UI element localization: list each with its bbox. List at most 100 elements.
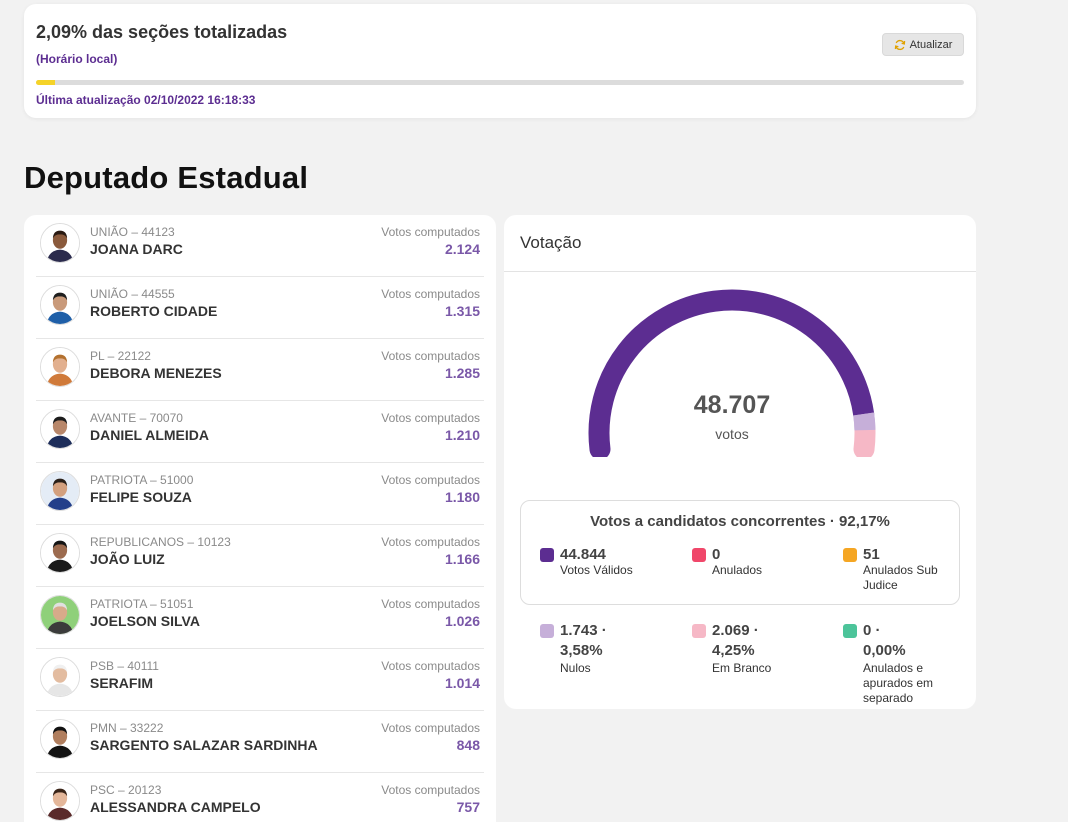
local-time-note: (Horário local)	[36, 52, 118, 66]
candidate-row[interactable]: REPUBLICANOS – 10123 JOÃO LUIZ Votos compu…	[36, 525, 484, 587]
candidate-votes: 757	[456, 799, 480, 815]
stat-label: Em Branco	[712, 661, 772, 675]
candidate-row[interactable]: PSC – 20123 ALESSANDRA CAMPELO Votos compu…	[36, 773, 484, 822]
candidate-list: UNIÃO – 44123 JOANA DARC Votos computados 2…	[24, 215, 496, 822]
candidate-row[interactable]: PATRIOTA – 51000 FELIPE SOUZA Votos comput…	[36, 463, 484, 525]
votes-label: Votos computados	[381, 411, 480, 425]
totalization-progress-bar	[36, 80, 964, 85]
candidate-name: JOANA DARC	[90, 241, 183, 257]
refresh-icon	[894, 39, 906, 51]
candidate-votes: 1.026	[444, 613, 480, 629]
candidate-name: SARGENTO SALAZAR SARDINHA	[90, 737, 318, 753]
candidate-party-number: UNIÃO – 44123	[90, 225, 175, 239]
candidate-name: FELIPE SOUZA	[90, 489, 192, 505]
candidate-row[interactable]: AVANTE – 70070 DANIEL ALMEIDA Votos comput…	[36, 401, 484, 463]
candidate-name: JOÃO LUIZ	[90, 551, 165, 567]
stat-value: 2.069 · 4,25%	[712, 622, 759, 659]
stat-label: Anulados	[712, 563, 763, 577]
candidate-avatar	[40, 409, 80, 449]
candidate-avatar	[40, 471, 80, 511]
last-update-text: Última atualização 02/10/2022 16:18:33	[36, 93, 256, 107]
gauge-segment	[853, 412, 876, 431]
candidate-party-number: PATRIOTA – 51051	[90, 597, 194, 611]
totalization-title: 2,09% das seções totalizadas	[36, 22, 288, 42]
candidate-avatar	[40, 533, 80, 573]
legend-swatch	[692, 548, 706, 562]
votes-gauge	[588, 289, 876, 457]
candidate-row[interactable]: PATRIOTA – 51051 JOELSON SILVA Votos compu…	[36, 587, 484, 649]
votes-label: Votos computados	[381, 783, 480, 797]
votes-label: Votos computados	[381, 721, 480, 735]
candidate-votes: 848	[456, 737, 480, 753]
candidate-votes: 1.210	[444, 427, 480, 443]
stat-value: 44.844	[560, 546, 606, 563]
candidate-name: ALESSANDRA CAMPELO	[90, 799, 261, 815]
candidate-votes: 1.285	[444, 365, 480, 381]
candidate-party-number: PSB – 40111	[90, 659, 159, 673]
stat-label: Nulos	[560, 661, 591, 675]
candidate-votes: 1.014	[444, 675, 480, 691]
candidate-avatar	[40, 347, 80, 387]
candidate-votes: 2.124	[444, 241, 480, 257]
candidate-party-number: PL – 22122	[90, 349, 151, 363]
candidate-party-number: PATRIOTA – 51000	[90, 473, 194, 487]
votes-label: Votos computados	[381, 349, 480, 363]
totalization-progress-fill	[36, 80, 56, 85]
candidate-party-number: AVANTE – 70070	[90, 411, 183, 425]
stat-label: Anulados e apurados em separado	[863, 661, 934, 705]
candidate-name: JOELSON SILVA	[90, 613, 200, 629]
candidate-votes: 1.315	[444, 303, 480, 319]
stat-label: Anulados Sub Judice	[863, 563, 938, 592]
gauge-segment	[588, 289, 875, 457]
votes-label: Votos computados	[381, 535, 480, 549]
gauge-total-unit: votos	[715, 426, 749, 442]
candidate-avatar	[40, 657, 80, 697]
votes-label: Votos computados	[381, 659, 480, 673]
votes-label: Votos computados	[381, 225, 480, 239]
votacao-title: Votação	[520, 233, 582, 252]
gauge-total-votes: 48.707	[693, 391, 771, 419]
candidate-party-number: PSC – 20123	[90, 783, 162, 797]
concorrentes-box: Votos a candidatos concorrentes · 92,17%	[520, 500, 960, 605]
candidate-avatar	[40, 285, 80, 325]
candidate-row[interactable]: PL – 22122 DEBORA MENEZES Votos computados…	[36, 339, 484, 401]
candidate-votes: 1.180	[444, 489, 480, 505]
candidate-name: SERAFIM	[90, 675, 153, 691]
candidate-row[interactable]: PMN – 33222 SARGENTO SALAZAR SARDINHA Voto…	[36, 711, 484, 773]
votes-label: Votos computados	[381, 287, 480, 301]
votes-label: Votos computados	[381, 597, 480, 611]
stat-value: 0 · 0,00%	[863, 622, 906, 659]
candidate-avatar	[40, 781, 80, 821]
stat-value: 51	[863, 546, 880, 563]
totalization-card: 2,09% das seções totalizadas (Horário lo…	[24, 4, 976, 118]
candidate-name: DANIEL ALMEIDA	[90, 427, 209, 443]
candidate-avatar	[40, 719, 80, 759]
stat-value: 0	[712, 546, 721, 563]
legend-swatch	[540, 624, 554, 638]
stat-value: 1.743 · 3,58%	[560, 622, 607, 659]
legend-swatch	[692, 624, 706, 638]
gauge-segment	[853, 419, 876, 457]
candidate-row[interactable]: UNIÃO – 44555 ROBERTO CIDADE Votos computa…	[36, 277, 484, 339]
legend-swatch	[843, 624, 857, 638]
candidate-avatar	[40, 595, 80, 635]
candidate-avatar	[40, 223, 80, 263]
candidate-party-number: PMN – 33222	[90, 721, 164, 735]
candidate-name: ROBERTO CIDADE	[90, 303, 218, 319]
candidate-party-number: REPUBLICANOS – 10123	[90, 535, 231, 549]
refresh-button[interactable]: Atualizar	[882, 33, 964, 56]
concorrentes-title: Votos a candidatos concorrentes · 92,17%	[590, 513, 890, 530]
legend-swatch	[843, 548, 857, 562]
votes-label: Votos computados	[381, 473, 480, 487]
divider	[504, 271, 976, 272]
candidate-votes: 1.166	[444, 551, 480, 567]
candidate-party-number: UNIÃO – 44555	[90, 287, 175, 301]
votacao-card: Votação 48.707 votos Votos a candidatos …	[504, 215, 976, 709]
candidate-name: DEBORA MENEZES	[90, 365, 222, 381]
refresh-button-label: Atualizar	[909, 38, 953, 51]
stat-label: Votos Válidos	[560, 563, 633, 577]
candidate-row[interactable]: UNIÃO – 44123 JOANA DARC Votos computados 2…	[36, 215, 484, 277]
page-title: Deputado Estadual	[24, 160, 309, 195]
candidate-row[interactable]: PSB – 40111 SERAFIM Votos computados 1.014	[36, 649, 484, 711]
legend-swatch	[540, 548, 554, 562]
